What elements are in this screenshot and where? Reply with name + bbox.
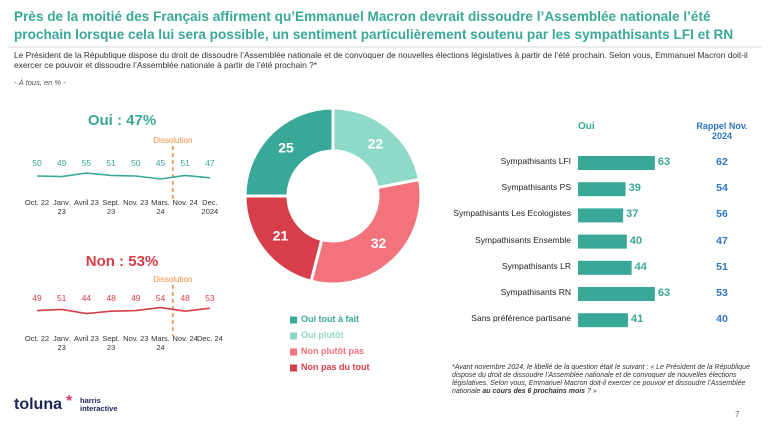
x-tick-label: Nov. 23 — [123, 334, 149, 343]
value-label: 54 — [155, 293, 166, 303]
annotation: Dissolution — [153, 275, 193, 284]
legend-swatch — [290, 348, 297, 356]
question: Le Président de la République dispose du… — [14, 50, 748, 70]
legend-label: Oui tout à fait — [301, 314, 359, 324]
recall-value: 53 — [716, 287, 728, 299]
trend-line — [36, 172, 210, 180]
x-tick-label: Dec. 2024 — [201, 198, 219, 216]
x-tick-label: Janv. 23 — [53, 198, 71, 216]
bar-value: 63 — [657, 156, 671, 168]
bar — [578, 208, 624, 223]
x-tick-label: Mars. 24 — [151, 334, 170, 352]
x-tick-label: Mars. 24 — [151, 198, 170, 216]
x-tick-label: Oct. 22 — [24, 198, 50, 207]
value-label: 51 — [180, 158, 190, 168]
recall-value: 56 — [716, 208, 728, 221]
x-tick-label: Avril 23 — [73, 334, 99, 343]
x-tick-label: Oct. 22 — [24, 334, 50, 343]
recall-value: 51 — [716, 260, 728, 273]
category-label: Sans préférence partisane — [471, 313, 571, 324]
category-label: Sympathisants Ensemble — [475, 234, 571, 245]
bar-value: 37 — [626, 208, 639, 221]
footnote: *Avant novembre 2024, le libellé de la q… — [452, 364, 752, 396]
category-label: Sympathisants LFI — [500, 156, 571, 166]
bar — [578, 234, 627, 249]
slice-label: 22 — [368, 135, 384, 151]
donut-slice — [309, 177, 423, 286]
value-label: 48 — [180, 293, 190, 303]
bar-value: 63 — [657, 287, 671, 299]
x-tick-label: Dec. 24 — [196, 334, 223, 343]
category-label: Sympathisants RN — [500, 287, 571, 297]
donut-slice — [243, 106, 335, 198]
trend-line — [36, 306, 210, 315]
bar — [578, 182, 626, 197]
recall-value: 62 — [716, 156, 728, 168]
footnote-end: ? » — [585, 388, 597, 396]
bar — [578, 287, 655, 301]
bar-value: 39 — [628, 182, 641, 195]
x-tick-label: Nov. 23 — [123, 198, 149, 207]
logo-brand: toluna — [14, 396, 62, 413]
bar-value: 41 — [631, 313, 644, 326]
value-label: 47 — [205, 158, 215, 168]
legend-swatch — [290, 316, 297, 324]
category-label: Sympathisants PS — [501, 182, 571, 193]
bar — [578, 260, 632, 275]
slide-title: Près de la moitié des Français affirment… — [14, 9, 734, 42]
x-tick-label: Sept. 23 — [102, 334, 120, 352]
slice-label: 21 — [273, 227, 289, 243]
x-tick-label: Avril 23 — [73, 198, 99, 207]
value-label: 55 — [81, 158, 92, 168]
x-tick-label: Janv. 23 — [53, 334, 71, 352]
value-label: 44 — [81, 293, 92, 303]
legend-swatch — [290, 332, 297, 340]
page-number: 7 — [735, 410, 740, 419]
legend-label: Non plutôt pas — [301, 346, 364, 356]
footnote-emphasis: au cours des 6 prochains mois — [482, 388, 586, 396]
legend-swatch — [290, 364, 297, 372]
footnote-text: *Avant novembre 2024, le libellé de la q… — [452, 364, 750, 396]
x-tick-label: Sept. 23 — [102, 198, 120, 216]
base: - À tous, en % - — [14, 78, 66, 87]
value-label: 49 — [32, 293, 42, 303]
value-label: 45 — [155, 158, 166, 168]
x-tick-label: Nov. 24 — [172, 334, 198, 343]
recall-value: 47 — [716, 234, 728, 247]
x-tick-label: Nov. 24 — [172, 198, 198, 207]
value-label: 51 — [106, 158, 116, 168]
recall-value: 40 — [716, 313, 728, 326]
value-label: 49 — [56, 158, 67, 168]
value-label: 50 — [32, 158, 42, 168]
chart-title: Oui : 47% — [87, 112, 157, 129]
bar — [578, 313, 629, 328]
value-label: 50 — [131, 158, 141, 168]
series-header: Rappel Nov. 2024 — [696, 121, 748, 142]
category-label: Sympathisants LR — [502, 260, 571, 271]
value-label: 48 — [106, 293, 116, 303]
chart-title: Non : 53% — [85, 253, 159, 270]
donut-slice — [243, 194, 324, 284]
series-header: Oui — [578, 121, 595, 132]
slice-label: 32 — [371, 235, 387, 251]
value-label: 53 — [205, 293, 215, 303]
legend-label: Non pas du tout — [301, 362, 370, 372]
annotation: Dissolution — [153, 136, 193, 145]
value-label: 49 — [131, 293, 141, 303]
slice-label: 25 — [278, 140, 294, 156]
legend-label: Oui plutôt — [301, 330, 344, 340]
value-label: 51 — [56, 293, 67, 303]
logo-star: * — [66, 393, 73, 410]
bar-value: 44 — [634, 260, 647, 273]
category-label: Sympathisants Les Ecologistes — [453, 208, 571, 219]
bar — [578, 156, 655, 170]
bar-value: 40 — [629, 234, 643, 247]
recall-value: 54 — [716, 182, 728, 195]
logo-partner: harris interactive — [80, 396, 118, 413]
